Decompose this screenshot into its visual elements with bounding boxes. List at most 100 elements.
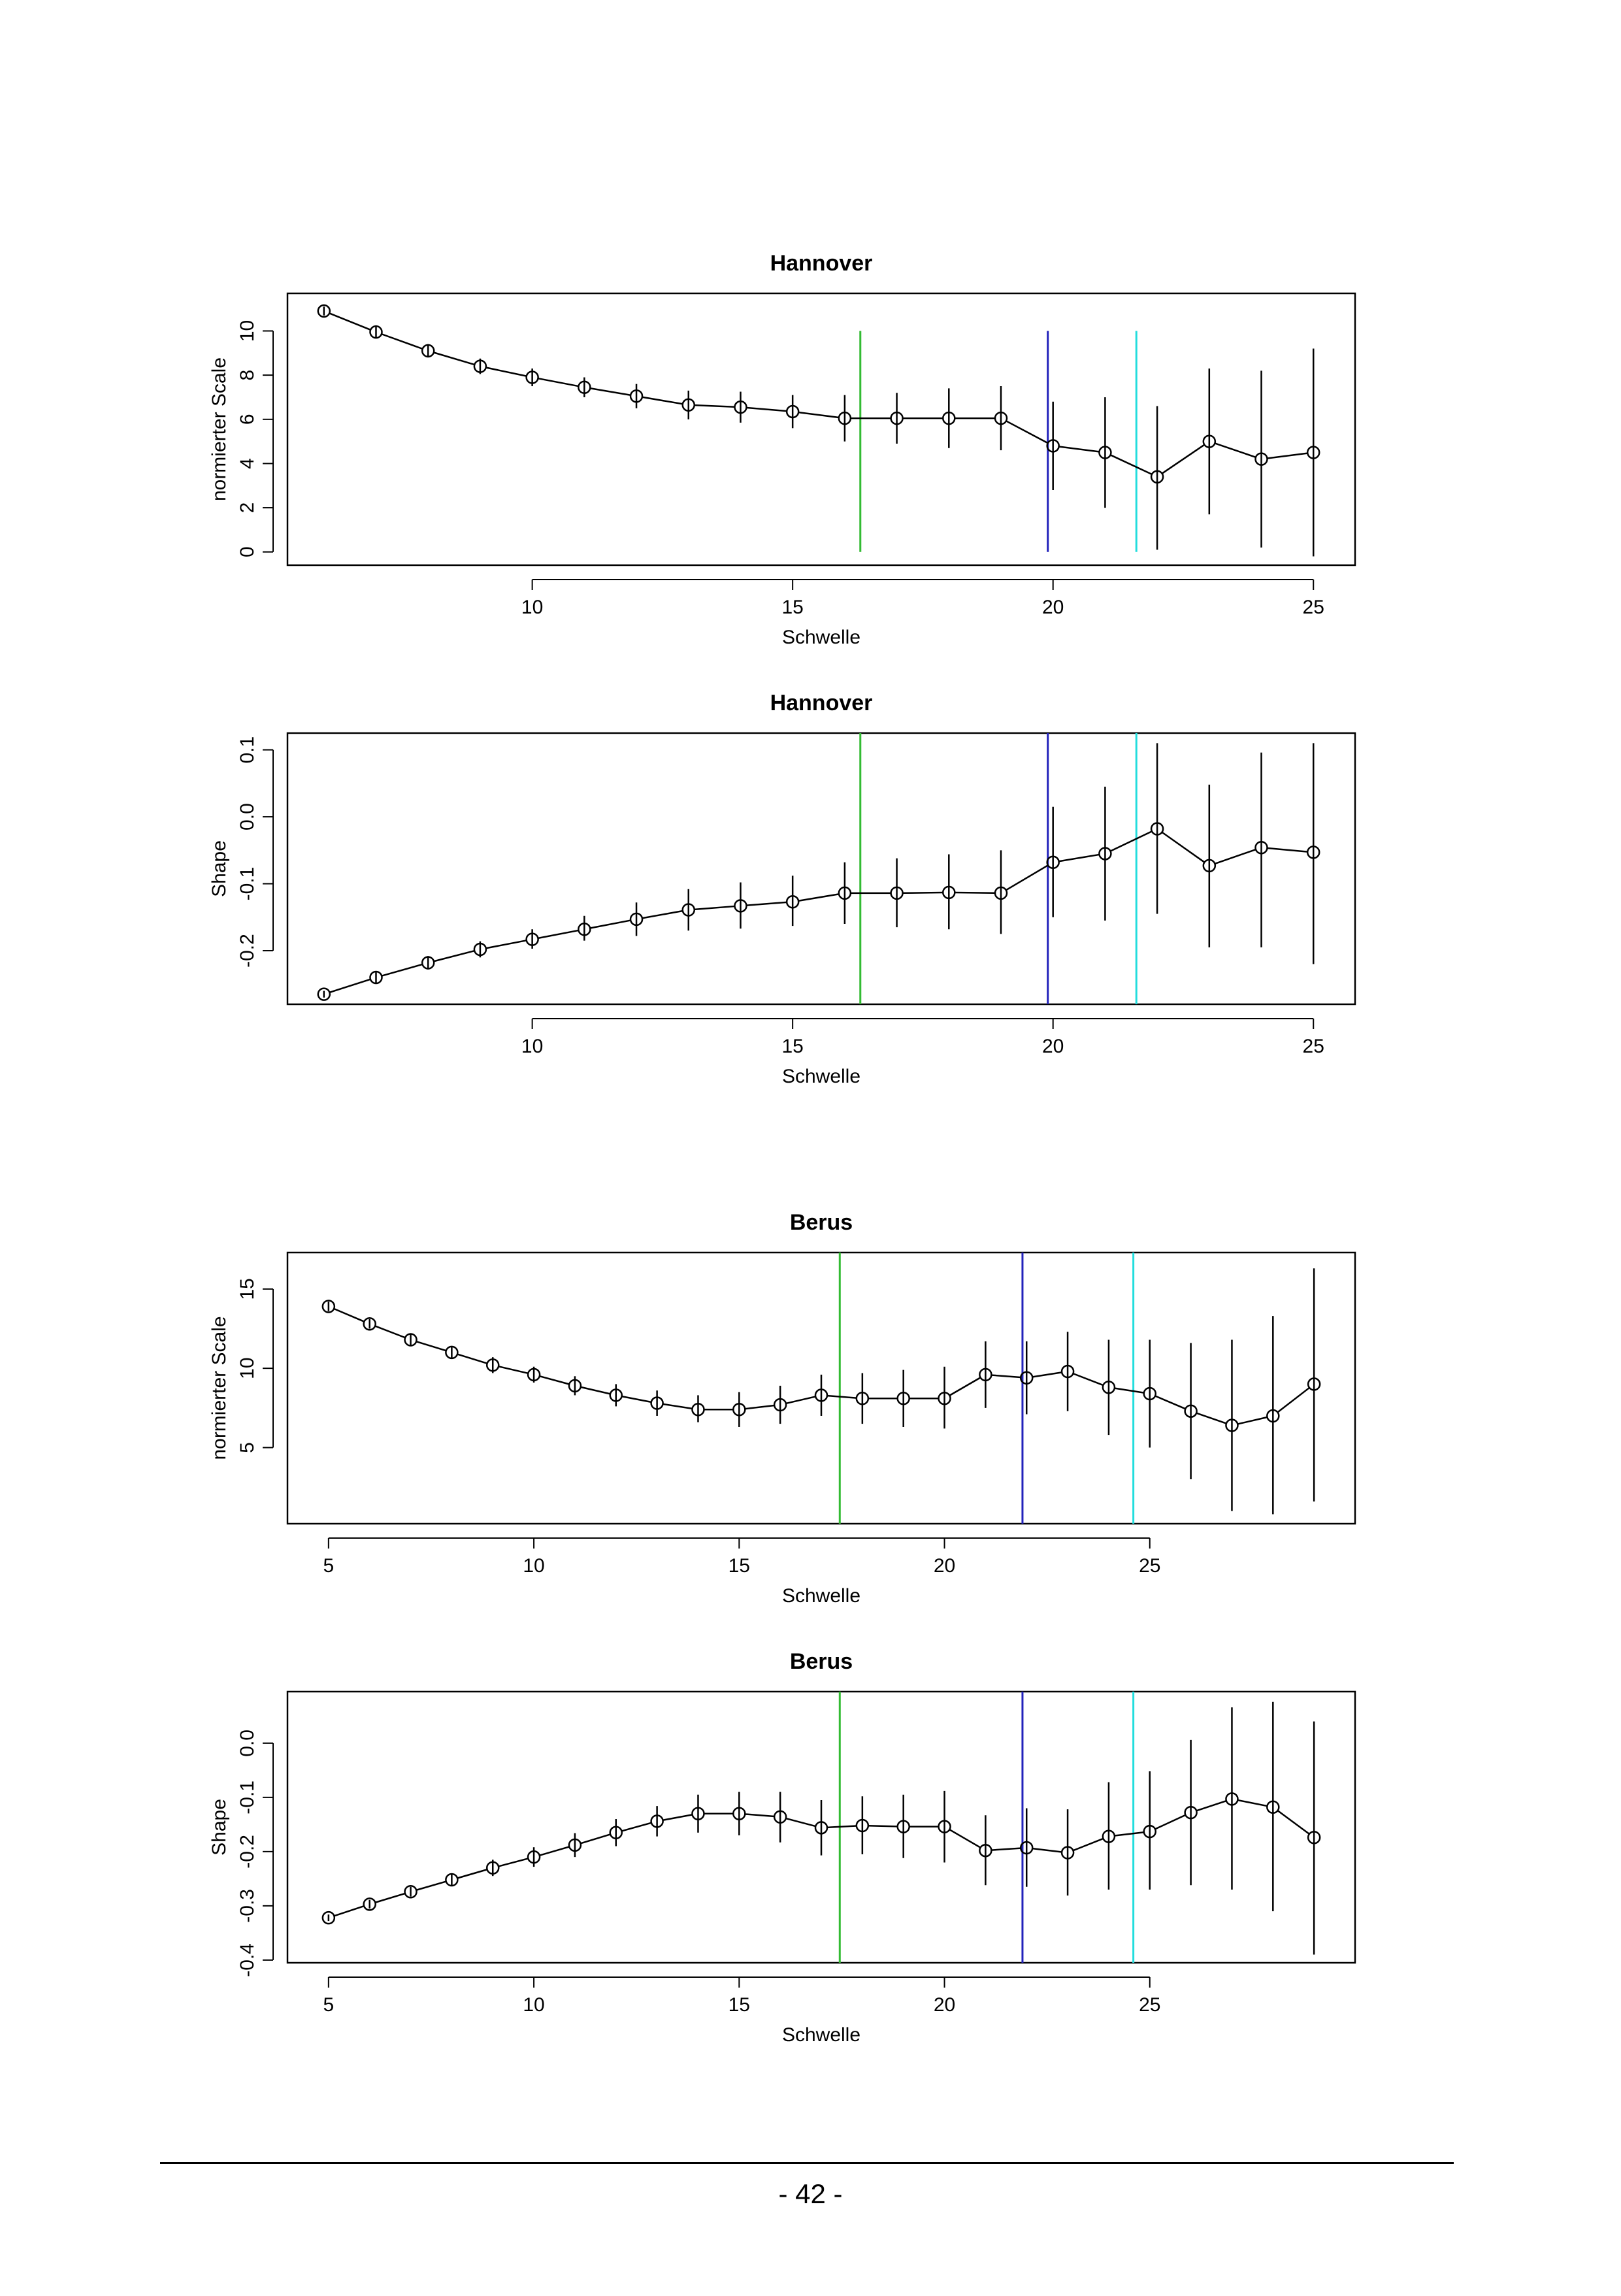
y-tick-label: -0.3 xyxy=(237,1889,258,1923)
series-segment xyxy=(642,910,683,919)
data-point xyxy=(421,344,435,358)
data-point xyxy=(1306,845,1320,859)
series-segment xyxy=(1154,1814,1186,1830)
series-segment xyxy=(374,1325,406,1339)
series-segment xyxy=(785,1817,816,1828)
data-point xyxy=(629,389,644,403)
data-point xyxy=(421,956,435,970)
series-segment xyxy=(374,1892,406,1903)
series-segment xyxy=(745,1813,775,1818)
series-segment xyxy=(433,950,475,962)
series-segment xyxy=(745,1404,775,1410)
page-number: - 42 - xyxy=(778,2178,843,2209)
data-point xyxy=(629,912,644,927)
series-segment xyxy=(433,352,475,366)
data-point xyxy=(1225,1792,1239,1806)
series-segment xyxy=(1237,1799,1268,1807)
data-point xyxy=(473,942,487,957)
series-segment xyxy=(746,901,787,906)
data-point xyxy=(681,398,695,412)
series-segment xyxy=(498,1366,529,1375)
series-segment xyxy=(621,1822,652,1832)
series-segment xyxy=(798,893,840,902)
y-tick-label: 0.1 xyxy=(237,736,258,764)
data-point xyxy=(525,932,539,946)
x-tick-label: 10 xyxy=(521,597,543,618)
series-segment xyxy=(1110,454,1153,476)
y-tick-label: -0.1 xyxy=(237,1780,258,1814)
data-point xyxy=(609,1826,623,1840)
data-point xyxy=(363,1897,376,1911)
y-axis-label: normierter Scale xyxy=(208,1316,230,1460)
data-point xyxy=(938,1392,951,1405)
chart-title: Hannover xyxy=(770,251,873,276)
data-point xyxy=(890,886,904,900)
series-segment xyxy=(991,1847,1021,1851)
series-segment xyxy=(580,1386,611,1395)
chart-panel-1: Hannover 10 15 20 25 Schwelle 0 2 4 6 8 10 normierte… xyxy=(208,251,1356,648)
chart-title: Berus xyxy=(790,1210,853,1235)
data-point xyxy=(1046,855,1060,870)
data-point xyxy=(1098,847,1112,861)
x-axis-label: Schwelle xyxy=(782,2024,860,2046)
data-point xyxy=(994,886,1008,900)
data-point xyxy=(732,1403,746,1417)
series-segment xyxy=(827,1394,857,1399)
data-point xyxy=(785,894,800,909)
data-point xyxy=(814,1388,828,1402)
chart-panel-2: Hannover 10 15 20 25 Schwelle -0.2 -0.1 0.0 0.1 Sh… xyxy=(208,691,1356,1087)
data-point xyxy=(1202,435,1217,448)
data-point xyxy=(1019,1371,1034,1385)
series-segment xyxy=(991,1374,1021,1379)
series-segment xyxy=(694,404,735,408)
data-point xyxy=(321,1911,336,1925)
data-point xyxy=(855,1392,870,1405)
data-point xyxy=(578,380,591,394)
data-point xyxy=(473,359,487,373)
data-point xyxy=(896,1392,910,1405)
data-point xyxy=(650,1396,664,1410)
x-tick-label: 10 xyxy=(523,1555,544,1577)
data-point xyxy=(1307,1377,1321,1391)
data-point xyxy=(979,1368,992,1382)
x-tick-label: 15 xyxy=(781,1036,803,1057)
chart-panel-3: Berus 5 10 15 20 25 Schwelle 5 10 15 normierter Sc… xyxy=(208,1210,1356,1607)
series-segment xyxy=(949,1377,981,1396)
data-point xyxy=(734,400,747,414)
data-point xyxy=(404,1333,418,1347)
x-tick-label: 25 xyxy=(1139,1555,1160,1577)
series-segment xyxy=(485,367,527,377)
y-tick-label: 10 xyxy=(237,1357,258,1379)
y-axis-label: Shape xyxy=(208,840,230,897)
series-segment xyxy=(381,333,423,350)
data-point xyxy=(1184,1404,1198,1418)
y-tick-label: 6 xyxy=(237,414,258,425)
y-tick-label: -0.1 xyxy=(237,867,258,901)
data-point xyxy=(1184,1805,1198,1820)
series-segment xyxy=(1006,420,1049,444)
data-point xyxy=(317,304,331,318)
data-point xyxy=(1254,840,1268,855)
chart-title: Hannover xyxy=(770,691,873,715)
x-tick-label: 15 xyxy=(781,597,803,618)
series-segment xyxy=(457,1353,488,1364)
series-segment xyxy=(1073,1373,1104,1386)
data-point xyxy=(681,903,695,917)
data-point xyxy=(942,411,956,425)
x-tick-label: 5 xyxy=(323,1555,335,1577)
series-segment xyxy=(329,312,371,331)
data-point xyxy=(369,325,383,339)
data-point xyxy=(1266,1800,1280,1814)
series-segment xyxy=(694,905,735,911)
data-point xyxy=(445,1873,459,1887)
y-tick-label: 0.0 xyxy=(237,1730,258,1757)
series-segment xyxy=(1237,1416,1268,1425)
data-point xyxy=(1225,1419,1239,1432)
data-point xyxy=(317,987,331,1001)
series-segment xyxy=(827,1825,857,1829)
y-tick-label: 8 xyxy=(237,370,258,381)
series-segment xyxy=(1114,1831,1144,1837)
series-segment xyxy=(381,963,423,977)
